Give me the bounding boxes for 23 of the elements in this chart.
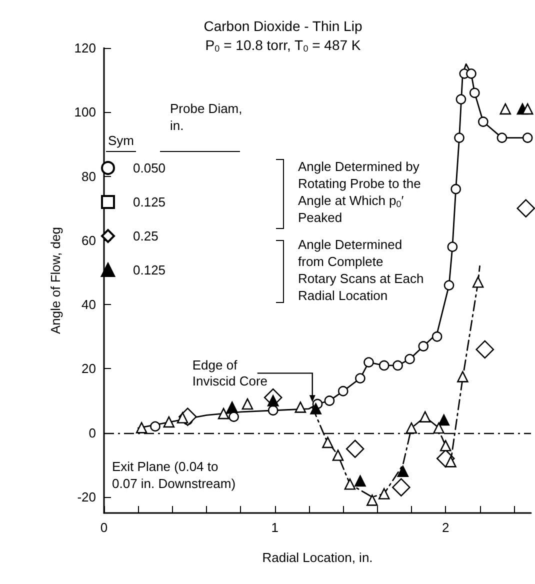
legend-label: 0.125: [133, 194, 166, 210]
annotation: Probe Diam, in.: [170, 101, 242, 133]
annotation: Angle Determined from Complete Rotary Scans at Each Radial Location: [298, 237, 424, 303]
x-axis-title: Radial Location, in.: [262, 550, 373, 565]
y-tick-label: 0: [88, 425, 96, 440]
x-tick-label: 2: [442, 520, 450, 535]
annotation: Sym: [108, 133, 134, 148]
y-tick-label: 120: [74, 40, 96, 56]
y-tick-label: -20: [77, 489, 96, 504]
y-tick-label: 80: [82, 168, 96, 184]
y-tick-label: 100: [74, 104, 96, 120]
annotation: Edge of Inviscid Core: [192, 358, 268, 389]
chart-title: Carbon Dioxide - Thin Lip: [204, 18, 362, 34]
y-tick-label: 20: [82, 361, 96, 376]
x-tick-label: 1: [271, 520, 278, 535]
legend-label: 0.125: [133, 262, 166, 278]
y-tick-label: 40: [82, 297, 96, 312]
annotation: Exit Plane (0.04 to 0.07 in. Downstream): [112, 459, 236, 491]
legend-label: 0.050: [133, 160, 166, 176]
legend-label: 0.25: [133, 228, 158, 244]
y-tick-label: 60: [82, 232, 96, 248]
x-tick-label: 0: [100, 520, 108, 535]
y-axis-title: Angle of Flow, deg: [48, 227, 63, 334]
